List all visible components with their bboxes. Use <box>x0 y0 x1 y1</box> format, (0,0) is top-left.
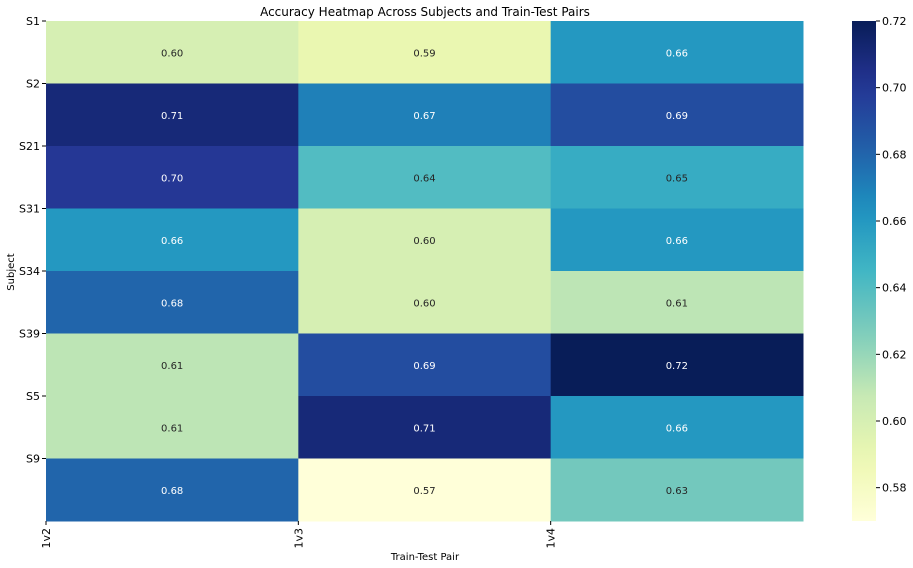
cell-value-label: 0.61 <box>161 361 183 372</box>
cell-value-label: 0.68 <box>161 298 183 309</box>
heatmap-cell <box>298 146 552 209</box>
heatmap-cell <box>46 208 299 272</box>
heatmap-cell <box>46 271 299 334</box>
cell-value-label: 0.61 <box>161 423 183 434</box>
cell-value-label: 0.66 <box>666 48 688 59</box>
cell-value-label: 0.57 <box>413 486 435 497</box>
y-tick-label: S2 <box>26 78 40 91</box>
heatmap-cell <box>298 83 552 147</box>
heatmap-cell <box>298 21 552 84</box>
heatmap-cell-labels: 0.60 0.59 0.66 0.71 0.67 0.69 0.70 0.64 0.65 0.66… <box>161 48 688 497</box>
x-tick-label: 1v4 <box>545 528 558 549</box>
heatmap-cell <box>46 333 299 397</box>
colorbar-tick-label: 0.60 <box>882 415 907 428</box>
heatmap-cell <box>550 208 804 272</box>
cell-value-label: 0.63 <box>666 486 688 497</box>
heatmap-cell <box>550 21 804 84</box>
x-axis-label: Train-Test Pair <box>390 552 460 563</box>
cell-value-label: 0.67 <box>413 111 435 122</box>
colorbar-ticks: 0.58 0.60 0.62 0.64 0.66 0.68 0.70 0.72 <box>876 15 907 495</box>
colorbar-tick-label: 0.66 <box>882 215 907 228</box>
y-tick-label: S5 <box>26 390 40 403</box>
cell-value-label: 0.60 <box>161 48 183 59</box>
y-tick-label: S31 <box>19 203 40 216</box>
colorbar: 0.58 0.60 0.62 0.64 0.66 0.68 0.70 0.72 <box>852 15 907 521</box>
heatmap-cell <box>550 146 804 209</box>
heatmap-cell <box>46 458 299 522</box>
cell-value-label: 0.64 <box>413 173 435 184</box>
heatmap-cell <box>298 396 552 459</box>
colorbar-tick-label: 0.68 <box>882 148 907 161</box>
heatmap-cell <box>298 333 552 397</box>
y-tick-label: S21 <box>19 140 40 153</box>
heatmap-cell <box>550 396 804 459</box>
colorbar-tick-label: 0.72 <box>882 15 907 28</box>
y-axis-ticks: S1 S2 S21 S31 S34 S39 S5 S9 <box>19 15 46 466</box>
heatmap-cell <box>550 333 804 397</box>
colorbar-tick-label: 0.62 <box>882 348 907 361</box>
cell-value-label: 0.71 <box>413 423 435 434</box>
cell-value-label: 0.69 <box>413 361 435 372</box>
y-tick-label: S9 <box>26 453 40 466</box>
cell-value-label: 0.66 <box>666 423 688 434</box>
heatmap-cell <box>298 208 552 272</box>
cell-value-label: 0.69 <box>666 111 688 122</box>
colorbar-tick-label: 0.58 <box>882 482 907 495</box>
heatmap-cell <box>46 21 299 84</box>
cell-value-label: 0.60 <box>413 236 435 247</box>
cell-value-label: 0.59 <box>413 48 435 59</box>
heatmap-cell <box>46 83 299 147</box>
cell-value-label: 0.60 <box>413 298 435 309</box>
cell-value-label: 0.71 <box>161 111 183 122</box>
cell-value-label: 0.72 <box>666 361 688 372</box>
x-tick-label: 1v2 <box>40 528 53 549</box>
cell-value-label: 0.66 <box>666 236 688 247</box>
cell-value-label: 0.68 <box>161 486 183 497</box>
y-tick-label: S1 <box>26 15 40 28</box>
chart-title: Accuracy Heatmap Across Subjects and Tra… <box>260 5 590 19</box>
heatmap-cell <box>550 458 804 522</box>
y-axis-label: Subject <box>6 253 17 290</box>
heatmap-cell <box>46 396 299 459</box>
y-tick-label: S34 <box>19 265 40 278</box>
colorbar-gradient <box>852 21 876 521</box>
heatmap-cell <box>298 458 552 522</box>
cell-value-label: 0.61 <box>666 298 688 309</box>
x-tick-label: 1v3 <box>292 528 305 549</box>
heatmap-cell <box>550 271 804 334</box>
x-axis-ticks: 1v2 1v3 1v4 <box>40 521 558 549</box>
cell-value-label: 0.65 <box>666 173 688 184</box>
heatmap-cells <box>46 21 804 522</box>
heatmap-cell <box>298 271 552 334</box>
cell-value-label: 0.66 <box>161 236 183 247</box>
colorbar-tick-label: 0.70 <box>882 82 907 95</box>
colorbar-tick-label: 0.64 <box>882 282 907 295</box>
heatmap-cell <box>46 146 299 209</box>
heatmap-cell <box>550 83 804 147</box>
cell-value-label: 0.70 <box>161 173 183 184</box>
y-tick-label: S39 <box>19 328 40 341</box>
